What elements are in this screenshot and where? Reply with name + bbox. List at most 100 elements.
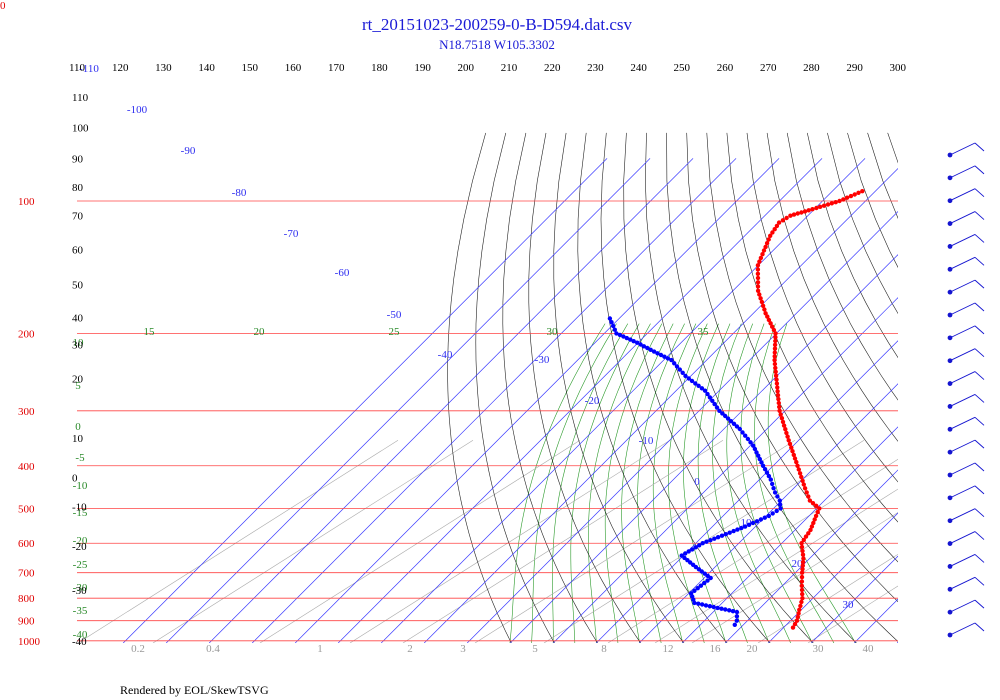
isotherm-label: 30	[843, 599, 855, 611]
temperature-point	[790, 449, 795, 454]
dewpoint-point	[760, 463, 766, 468]
mixing-ratio-line	[757, 553, 898, 643]
dewpoint-point	[762, 467, 768, 472]
temperature-point	[773, 369, 778, 374]
moist-adiabat	[652, 323, 697, 643]
wind-barb-staff	[949, 508, 976, 522]
dewpoint-point	[693, 545, 698, 550]
moist-adiabat	[531, 323, 617, 643]
temperature-point	[783, 427, 788, 432]
dewpoint-point	[696, 383, 701, 388]
dewpoint-point	[631, 339, 636, 344]
height-tick-label: 110	[72, 92, 89, 104]
isotherm-line	[466, 211, 898, 643]
x-tick-label: 240	[630, 62, 647, 74]
wind-barb-flag	[974, 279, 985, 289]
x-tick-label: 250	[674, 62, 691, 74]
isotherm-label: -90	[181, 145, 196, 157]
temperature-point	[757, 292, 762, 297]
temperature-point	[755, 280, 761, 285]
dewpoint-point	[714, 405, 720, 410]
theta-label: -5	[75, 452, 85, 464]
temperature-point	[799, 599, 804, 605]
wind-barb	[947, 256, 985, 272]
isotherm-label: -40	[438, 349, 453, 361]
dewpoint-point	[727, 530, 732, 535]
dewpoint-point	[712, 401, 717, 407]
temperature-point	[779, 416, 785, 421]
mixing-ratio-label: 0.2	[131, 643, 145, 655]
isotherm-line	[251, 158, 737, 643]
temperature-point	[807, 498, 813, 503]
temperature-point	[829, 201, 834, 206]
wind-barb	[947, 531, 985, 546]
dewpoint-point	[766, 513, 771, 519]
temperature-point	[766, 237, 771, 242]
dry-adiabat	[706, 132, 898, 563]
temperature-point	[774, 223, 780, 229]
x-tick-label: 210	[501, 62, 518, 74]
mixing-ratio-label: 40	[863, 643, 875, 655]
moist-adiabat	[604, 323, 663, 643]
temperature-point	[798, 603, 803, 609]
dewpoint-point	[719, 533, 725, 538]
temperature-point	[791, 452, 796, 458]
x-tick-label: 220	[544, 62, 561, 74]
temperature-point	[772, 361, 778, 367]
theta-label: -30	[73, 582, 88, 594]
temperature-point	[848, 193, 854, 199]
isobar-layer	[77, 200, 898, 642]
temperature-point	[768, 321, 773, 326]
dewpoint-point	[697, 543, 702, 548]
wind-barb-flag	[974, 554, 985, 563]
height-tick-label: 30	[72, 340, 84, 352]
wind-barb	[947, 165, 985, 181]
pressure-tick-label: 200	[18, 328, 35, 340]
temperature-point	[800, 552, 806, 557]
dewpoint-point	[715, 535, 721, 540]
dewpoint-point	[737, 426, 742, 432]
wind-barb-flag	[974, 394, 985, 403]
dry-adiabat	[786, 132, 898, 401]
dewpoint-point	[611, 323, 616, 329]
dry-adiabat	[528, 132, 642, 643]
temperature-point	[801, 537, 806, 543]
dewpoint-point	[734, 424, 740, 429]
temperature-point	[799, 474, 804, 480]
temperature-point	[772, 227, 777, 232]
moist-adiabat	[637, 323, 685, 643]
isotherm-label: 10	[741, 517, 753, 529]
dewpoint-point	[689, 378, 695, 384]
temperature-point	[787, 441, 793, 447]
moist-adiabat-layer	[509, 323, 856, 643]
x-tick-label: 200	[458, 62, 475, 74]
dewpoint-point	[686, 376, 691, 381]
isotherm-line	[165, 158, 651, 643]
temperature-point	[755, 288, 761, 293]
temperature-point	[786, 438, 791, 443]
wind-barb-flag	[974, 256, 985, 266]
temperature-point	[773, 365, 778, 371]
dewpoint-point	[617, 332, 623, 338]
temperature-point	[797, 471, 803, 476]
temperature-point	[763, 244, 768, 250]
height-tick-label: 0	[72, 472, 78, 484]
dewpoint-point	[658, 352, 664, 358]
dewpoint-point	[669, 357, 674, 363]
dewpoint-point	[739, 525, 744, 531]
dewpoint-point	[703, 603, 709, 608]
theta-label: -15	[73, 507, 88, 519]
height-tick-label: 90	[72, 153, 84, 165]
dewpoint-point	[746, 522, 752, 527]
dry-adiabat	[553, 132, 685, 643]
mixing-ratio-label: 8	[601, 643, 607, 655]
temperature-point	[772, 350, 777, 355]
mixing-ratio-label: 1	[317, 643, 323, 655]
wind-barb-staff	[949, 325, 976, 339]
isotherm-line	[423, 167, 898, 643]
dewpoint-point	[743, 433, 748, 438]
wind-barb-staff	[949, 416, 976, 430]
temperature-point	[841, 197, 846, 202]
dewpoint-point	[704, 539, 709, 544]
chart-subtitle: N18.7518 W105.3302	[439, 37, 555, 52]
